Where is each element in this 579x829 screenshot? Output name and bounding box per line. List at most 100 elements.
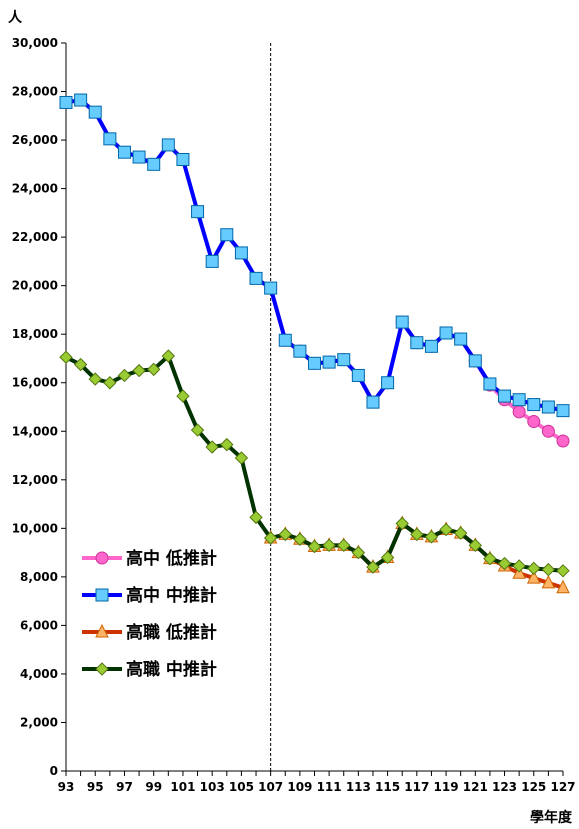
data-point <box>132 363 146 378</box>
legend-marker <box>95 623 109 638</box>
data-point <box>527 561 541 576</box>
data-point <box>439 522 453 537</box>
data-point <box>161 138 175 152</box>
y-tick-label: 8,000 <box>20 570 58 584</box>
data-point <box>117 368 132 383</box>
x-tick-label: 99 <box>145 780 162 794</box>
x-tick-label: 97 <box>116 780 133 794</box>
y-axis-title: 人 <box>8 9 23 26</box>
data-point <box>541 574 556 589</box>
data-point <box>249 271 263 285</box>
data-point <box>278 527 292 542</box>
data-point <box>527 398 541 412</box>
data-point <box>410 527 424 542</box>
data-point <box>74 93 88 107</box>
data-point <box>439 326 453 340</box>
data-point <box>103 376 117 390</box>
data-point <box>512 559 526 573</box>
data-point <box>468 538 483 553</box>
y-tick-label: 20,000 <box>12 279 58 293</box>
data-point <box>483 377 497 391</box>
y-tick-label: 10,000 <box>12 521 58 535</box>
data-point <box>381 376 395 390</box>
legend-item: 高中 中推計 <box>82 585 217 606</box>
data-point <box>541 424 555 438</box>
data-point <box>205 254 219 268</box>
data-point <box>380 550 395 565</box>
data-point <box>395 516 409 531</box>
data-point <box>322 538 336 553</box>
x-tick-label: 107 <box>258 780 283 794</box>
legend-label: 高職 中推計 <box>126 659 217 680</box>
x-tick-label: 113 <box>346 780 371 794</box>
data-point <box>103 132 117 146</box>
data-point <box>234 246 248 260</box>
x-tick-label: 125 <box>521 780 546 794</box>
data-point <box>498 389 512 403</box>
data-point <box>351 545 366 560</box>
data-point <box>59 350 73 364</box>
x-axis-title: 學年度 <box>530 809 573 826</box>
y-tick-label: 2,000 <box>20 715 58 729</box>
data-point <box>88 372 102 386</box>
data-point <box>366 560 380 574</box>
axes: 0 2,000 4,000 6,000 8,000 10,000 12,000 14,000 1… <box>12 36 576 794</box>
data-point <box>176 152 190 166</box>
data-point <box>59 95 73 109</box>
data-point <box>117 145 131 159</box>
data-point <box>249 510 263 525</box>
data-point <box>497 556 512 571</box>
legend-marker <box>95 588 109 602</box>
series-2 <box>59 93 570 418</box>
data-point <box>512 405 526 419</box>
data-point <box>307 539 322 554</box>
data-point <box>88 105 102 119</box>
x-tick-label: 95 <box>87 780 104 794</box>
data-point <box>176 389 190 403</box>
x-tick-label: 115 <box>375 780 400 794</box>
data-point <box>395 315 409 329</box>
data-point <box>541 562 556 577</box>
data-point <box>264 281 278 295</box>
data-point <box>161 349 176 363</box>
data-point <box>132 150 146 164</box>
y-tick-label: 14,000 <box>12 424 58 438</box>
series-4 <box>59 349 570 578</box>
data-point <box>337 353 351 367</box>
x-tick-label: 121 <box>463 780 488 794</box>
data-point <box>278 333 292 347</box>
data-point <box>556 434 570 448</box>
y-tick-label: 18,000 <box>12 327 58 341</box>
legend-label: 高職 低推計 <box>126 622 217 643</box>
y-tick-label: 30,000 <box>12 36 58 50</box>
legend-label: 高中 低推計 <box>126 548 217 569</box>
data-point <box>483 551 497 566</box>
y-tick-label: 26,000 <box>12 133 58 147</box>
data-point <box>205 440 219 454</box>
data-point <box>468 354 482 368</box>
legend-item: 高職 中推計 <box>82 659 217 680</box>
y-tick-label: 16,000 <box>12 376 58 390</box>
data-point <box>556 404 570 418</box>
x-tick-label: 103 <box>200 780 225 794</box>
x-tick-label: 105 <box>229 780 254 794</box>
series-group <box>59 93 570 594</box>
legend-item: 高職 低推計 <box>82 622 217 643</box>
data-point <box>556 564 570 578</box>
legend-label: 高中 中推計 <box>126 585 217 606</box>
y-tick-label: 12,000 <box>12 473 58 487</box>
x-tick-label: 93 <box>58 780 75 794</box>
legend-item: 高中 低推計 <box>82 548 217 569</box>
x-tick-label: 123 <box>492 780 517 794</box>
x-tick-label: 127 <box>550 780 575 794</box>
data-point <box>337 538 351 553</box>
data-point <box>322 355 336 369</box>
data-point <box>190 423 205 437</box>
data-point <box>220 228 234 242</box>
data-point <box>556 579 570 594</box>
data-point <box>366 395 380 409</box>
data-point <box>453 526 468 540</box>
data-point <box>146 362 161 377</box>
